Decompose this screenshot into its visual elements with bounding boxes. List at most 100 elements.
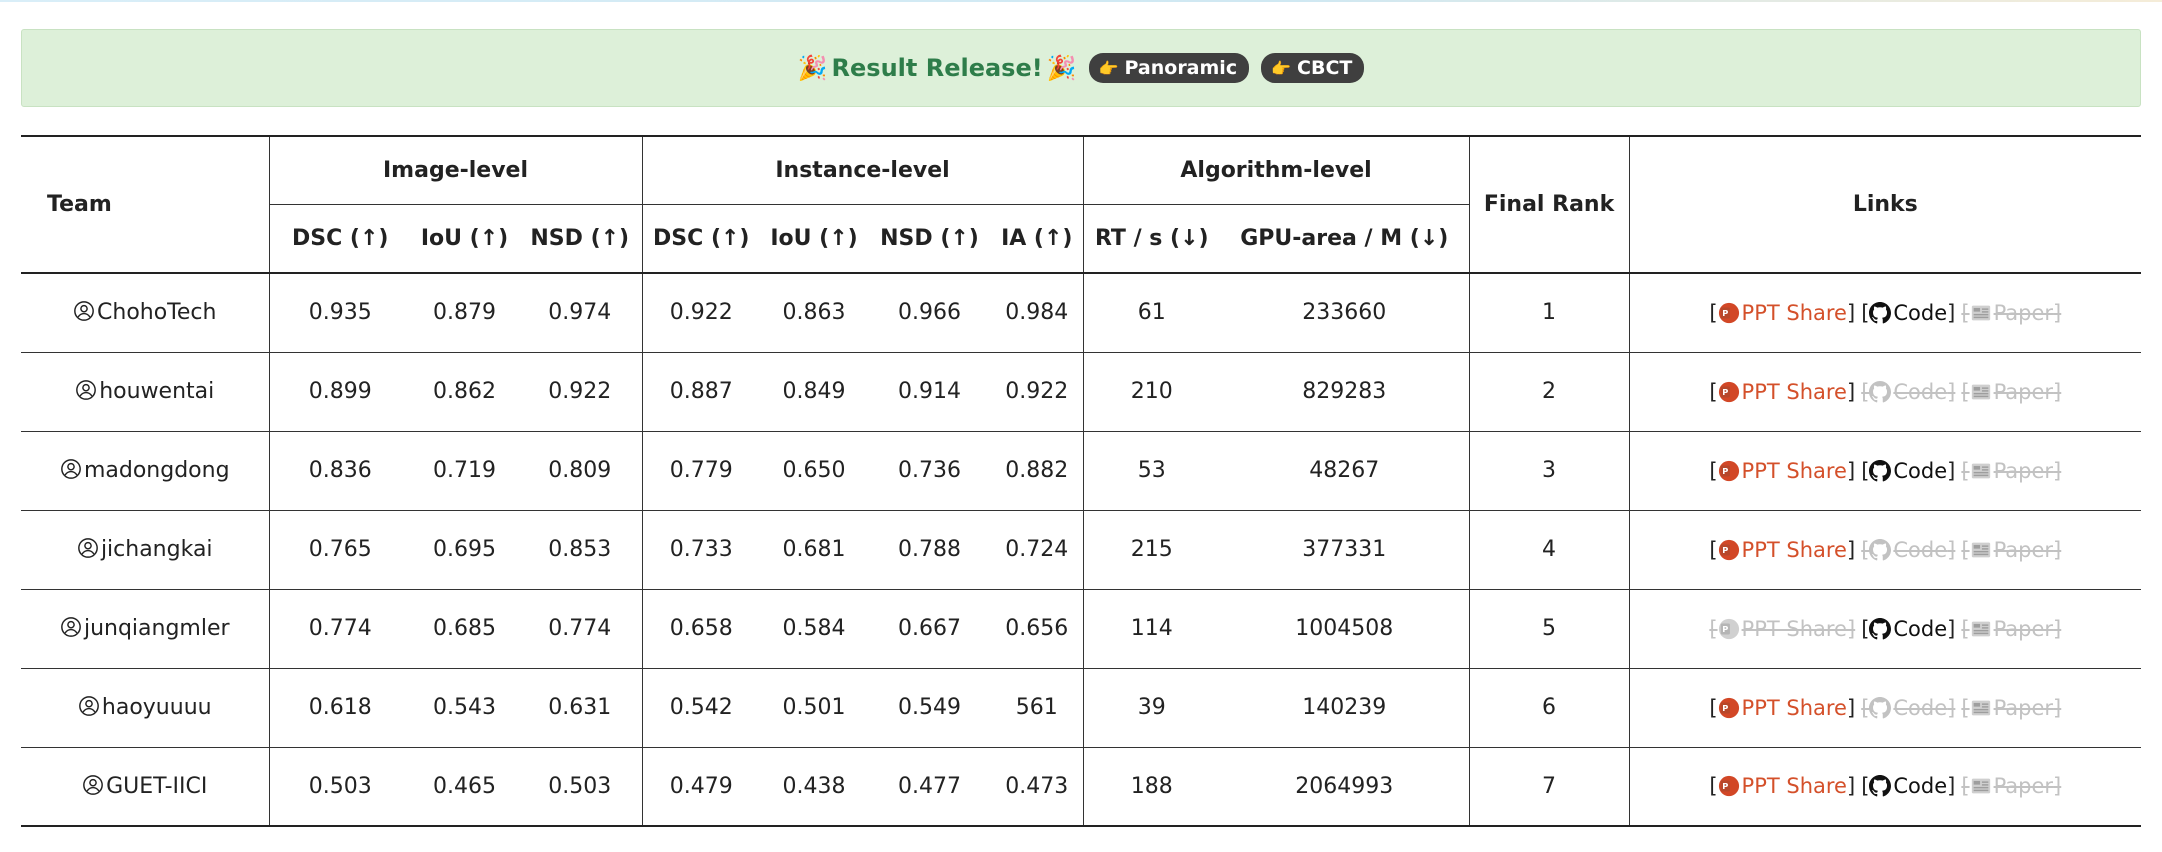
bracket: [	[1709, 537, 1718, 562]
banner-title[interactable]: 🎉 Result Release! 🎉	[798, 54, 1077, 82]
ppt-link[interactable]: [P PPT Share]	[1709, 301, 1855, 325]
cell-ins-nsd: 0.477	[898, 773, 961, 799]
bracket: [	[1709, 616, 1718, 641]
ppt-link[interactable]: [P PPT Share]	[1709, 696, 1855, 720]
paper-link-label: Paper	[1993, 537, 2054, 562]
cell-ins-dsc: 0.887	[641, 352, 761, 431]
team-cell[interactable]: haoyuuuu	[21, 668, 269, 747]
bracket: [	[1709, 379, 1718, 404]
cbct-badge[interactable]: 👉 CBCT	[1261, 53, 1365, 83]
svg-text:P: P	[1722, 781, 1728, 791]
cell-img-dsc: 0.774	[268, 589, 411, 668]
cell-rt: 215	[1082, 510, 1221, 589]
paper-link: [Paper]	[1961, 380, 2061, 404]
instance-ia-header: IA (↑)	[1001, 226, 1073, 251]
team-header: Team	[47, 192, 112, 217]
bracket: [	[1861, 774, 1870, 799]
person-icon	[60, 616, 82, 638]
ppt-link-label: PPT Share	[1741, 379, 1847, 404]
cell-img-nsd: 0.774	[548, 616, 612, 641]
gpu-area-header: GPU-area / M (↓)	[1240, 226, 1449, 251]
ppt-link[interactable]: [P PPT Share]	[1709, 380, 1855, 404]
cell-img-iou: 0.695	[433, 537, 496, 562]
bracket: ]	[1846, 537, 1856, 562]
panoramic-badge[interactable]: 👉 Panoramic	[1088, 53, 1250, 83]
bracket: ]	[1947, 458, 1956, 483]
team-name: madongdong	[83, 458, 230, 483]
cell-rt: 188	[1082, 747, 1221, 826]
team-name: jichangkai	[100, 537, 213, 562]
github-icon	[1869, 538, 1892, 561]
result-release-banner: 🎉 Result Release! 🎉 👉 Panoramic 👉 CBCT	[21, 29, 2141, 107]
links-cell: [P PPT Share][Code][Paper]	[1628, 431, 2142, 510]
ppt-link[interactable]: [P PPT Share]	[1709, 774, 1855, 798]
github-icon	[1869, 459, 1892, 482]
bracket: [	[1961, 458, 1970, 483]
instance-iou-header: IoU (↑)	[770, 226, 858, 251]
party-popper-icon: 🎉	[1046, 54, 1077, 82]
cell-ins-ia: 0.473	[1005, 773, 1069, 799]
cell-img-dsc: 0.503	[268, 747, 411, 826]
cell-img-dsc: 0.836	[268, 431, 411, 510]
paper-link-label: Paper	[1993, 616, 2054, 641]
bracket: ]	[1846, 695, 1856, 720]
cell-gpu: 48267	[1309, 458, 1380, 483]
links-cell: [P PPT Share][Code][Paper]	[1628, 589, 2142, 668]
cell-ins-iou: 0.863	[782, 300, 846, 326]
cell-rank: 2	[1468, 352, 1630, 431]
bracket: [	[1861, 695, 1870, 720]
bracket: [	[1709, 300, 1718, 325]
cell-img-iou: 0.719	[433, 458, 496, 483]
cell-rank: 6	[1468, 668, 1630, 747]
image-nsd-header: NSD (↑)	[530, 226, 630, 251]
team-name: GUET-IICI	[106, 773, 208, 799]
cell-ins-dsc: 0.658	[641, 589, 761, 668]
bracket: ]	[2053, 695, 2062, 720]
cell-img-dsc: 0.935	[268, 273, 411, 352]
bracket: ]	[1846, 458, 1856, 483]
ppt-link[interactable]: [P PPT Share]	[1709, 538, 1855, 562]
cell-rt: 53	[1082, 431, 1221, 510]
links-header: Links	[1628, 136, 2142, 273]
powerpoint-icon: P	[1718, 618, 1740, 640]
person-icon	[82, 774, 104, 796]
cell-ins-nsd: 0.667	[898, 616, 961, 641]
code-link[interactable]: [Code]	[1861, 774, 1955, 798]
team-cell[interactable]: GUET-IICI	[21, 747, 269, 826]
paper-icon	[1970, 381, 1992, 403]
svg-text:P: P	[1722, 466, 1728, 476]
leaderboard-table: Team Image-level Instance-level Algorith…	[21, 135, 2142, 827]
team-cell[interactable]: houwentai	[21, 352, 269, 431]
code-link[interactable]: [Code]	[1861, 459, 1955, 483]
ppt-link: [P PPT Share]	[1709, 617, 1855, 641]
powerpoint-icon: P	[1718, 697, 1740, 719]
cell-ins-iou: 0.501	[782, 695, 846, 720]
team-cell[interactable]: jichangkai	[21, 510, 269, 589]
code-link[interactable]: [Code]	[1861, 301, 1955, 325]
code-link-label: Code	[1893, 458, 1948, 483]
team-cell[interactable]: ChohoTech	[21, 273, 269, 352]
table-row: jichangkai 0.765 0.695 0.853 0.733 0.681 0.788…	[21, 510, 2142, 589]
ppt-link[interactable]: [P PPT Share]	[1709, 459, 1855, 483]
paper-link: [Paper]	[1961, 696, 2061, 720]
person-icon	[73, 300, 95, 322]
powerpoint-icon: P	[1718, 775, 1740, 797]
cell-ins-ia: 0.656	[1005, 616, 1069, 641]
cell-rank: 1	[1468, 273, 1630, 352]
team-cell[interactable]: madongdong	[21, 431, 269, 510]
cell-rank: 5	[1468, 589, 1630, 668]
code-link: [Code]	[1861, 696, 1955, 720]
party-popper-icon: 🎉	[797, 54, 828, 82]
banner-title-text: Result Release!	[831, 54, 1043, 82]
cell-gpu: 233660	[1302, 300, 1387, 326]
bracket: ]	[1947, 379, 1956, 404]
code-link-label: Code	[1893, 695, 1948, 720]
code-link[interactable]: [Code]	[1861, 617, 1955, 641]
cell-img-iou: 0.879	[433, 300, 496, 326]
bracket: ]	[1947, 774, 1956, 799]
table-row: ChohoTech 0.935 0.879 0.974 0.922 0.863 0.966 0…	[21, 273, 2142, 352]
powerpoint-icon: P	[1718, 539, 1740, 561]
team-cell[interactable]: junqiangmler	[21, 589, 269, 668]
powerpoint-icon: P	[1718, 302, 1740, 324]
paper-link: [Paper]	[1961, 301, 2061, 325]
